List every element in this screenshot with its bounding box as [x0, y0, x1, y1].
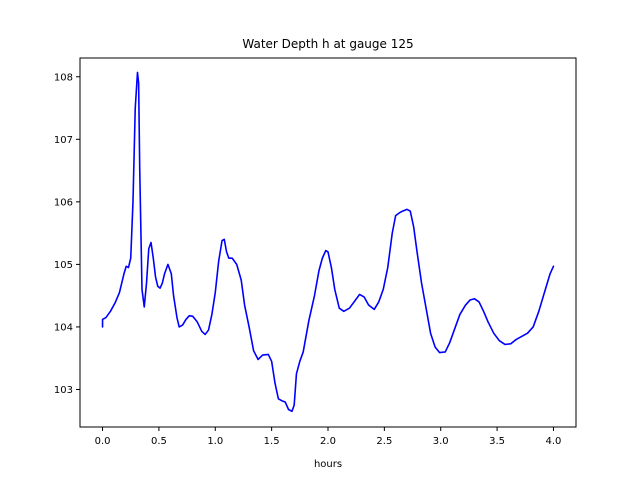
x-tick-label: 2.5: [376, 436, 392, 447]
chart-title: Water Depth h at gauge 125: [242, 37, 413, 51]
y-tick-label: 106: [54, 197, 73, 208]
x-tick-label: 0.5: [151, 436, 167, 447]
y-tick-label: 108: [54, 72, 73, 83]
x-tick-label: 2.0: [320, 436, 336, 447]
y-tick-label: 107: [54, 135, 73, 146]
y-tick-label: 103: [54, 385, 73, 396]
x-tick-label: 4.0: [546, 436, 562, 447]
y-tick-label: 105: [54, 260, 73, 271]
x-tick-label: 1.5: [264, 436, 280, 447]
y-tick-label: 104: [54, 322, 73, 333]
x-tick-label: 1.0: [207, 436, 223, 447]
y-axis-ticks: 103 104 105 106 107 108: [54, 72, 80, 396]
x-tick-label: 3.5: [489, 436, 505, 447]
series-line-water-depth: [101, 71, 555, 413]
plot-area: [101, 71, 555, 413]
x-axis-ticks: 0.0 0.5 1.0 1.5 2.0 2.5 3.0 3.5 4.0: [95, 427, 562, 447]
x-tick-label: 3.0: [433, 436, 449, 447]
x-axis-label: hours: [314, 459, 342, 470]
x-tick-label: 0.0: [95, 436, 111, 447]
